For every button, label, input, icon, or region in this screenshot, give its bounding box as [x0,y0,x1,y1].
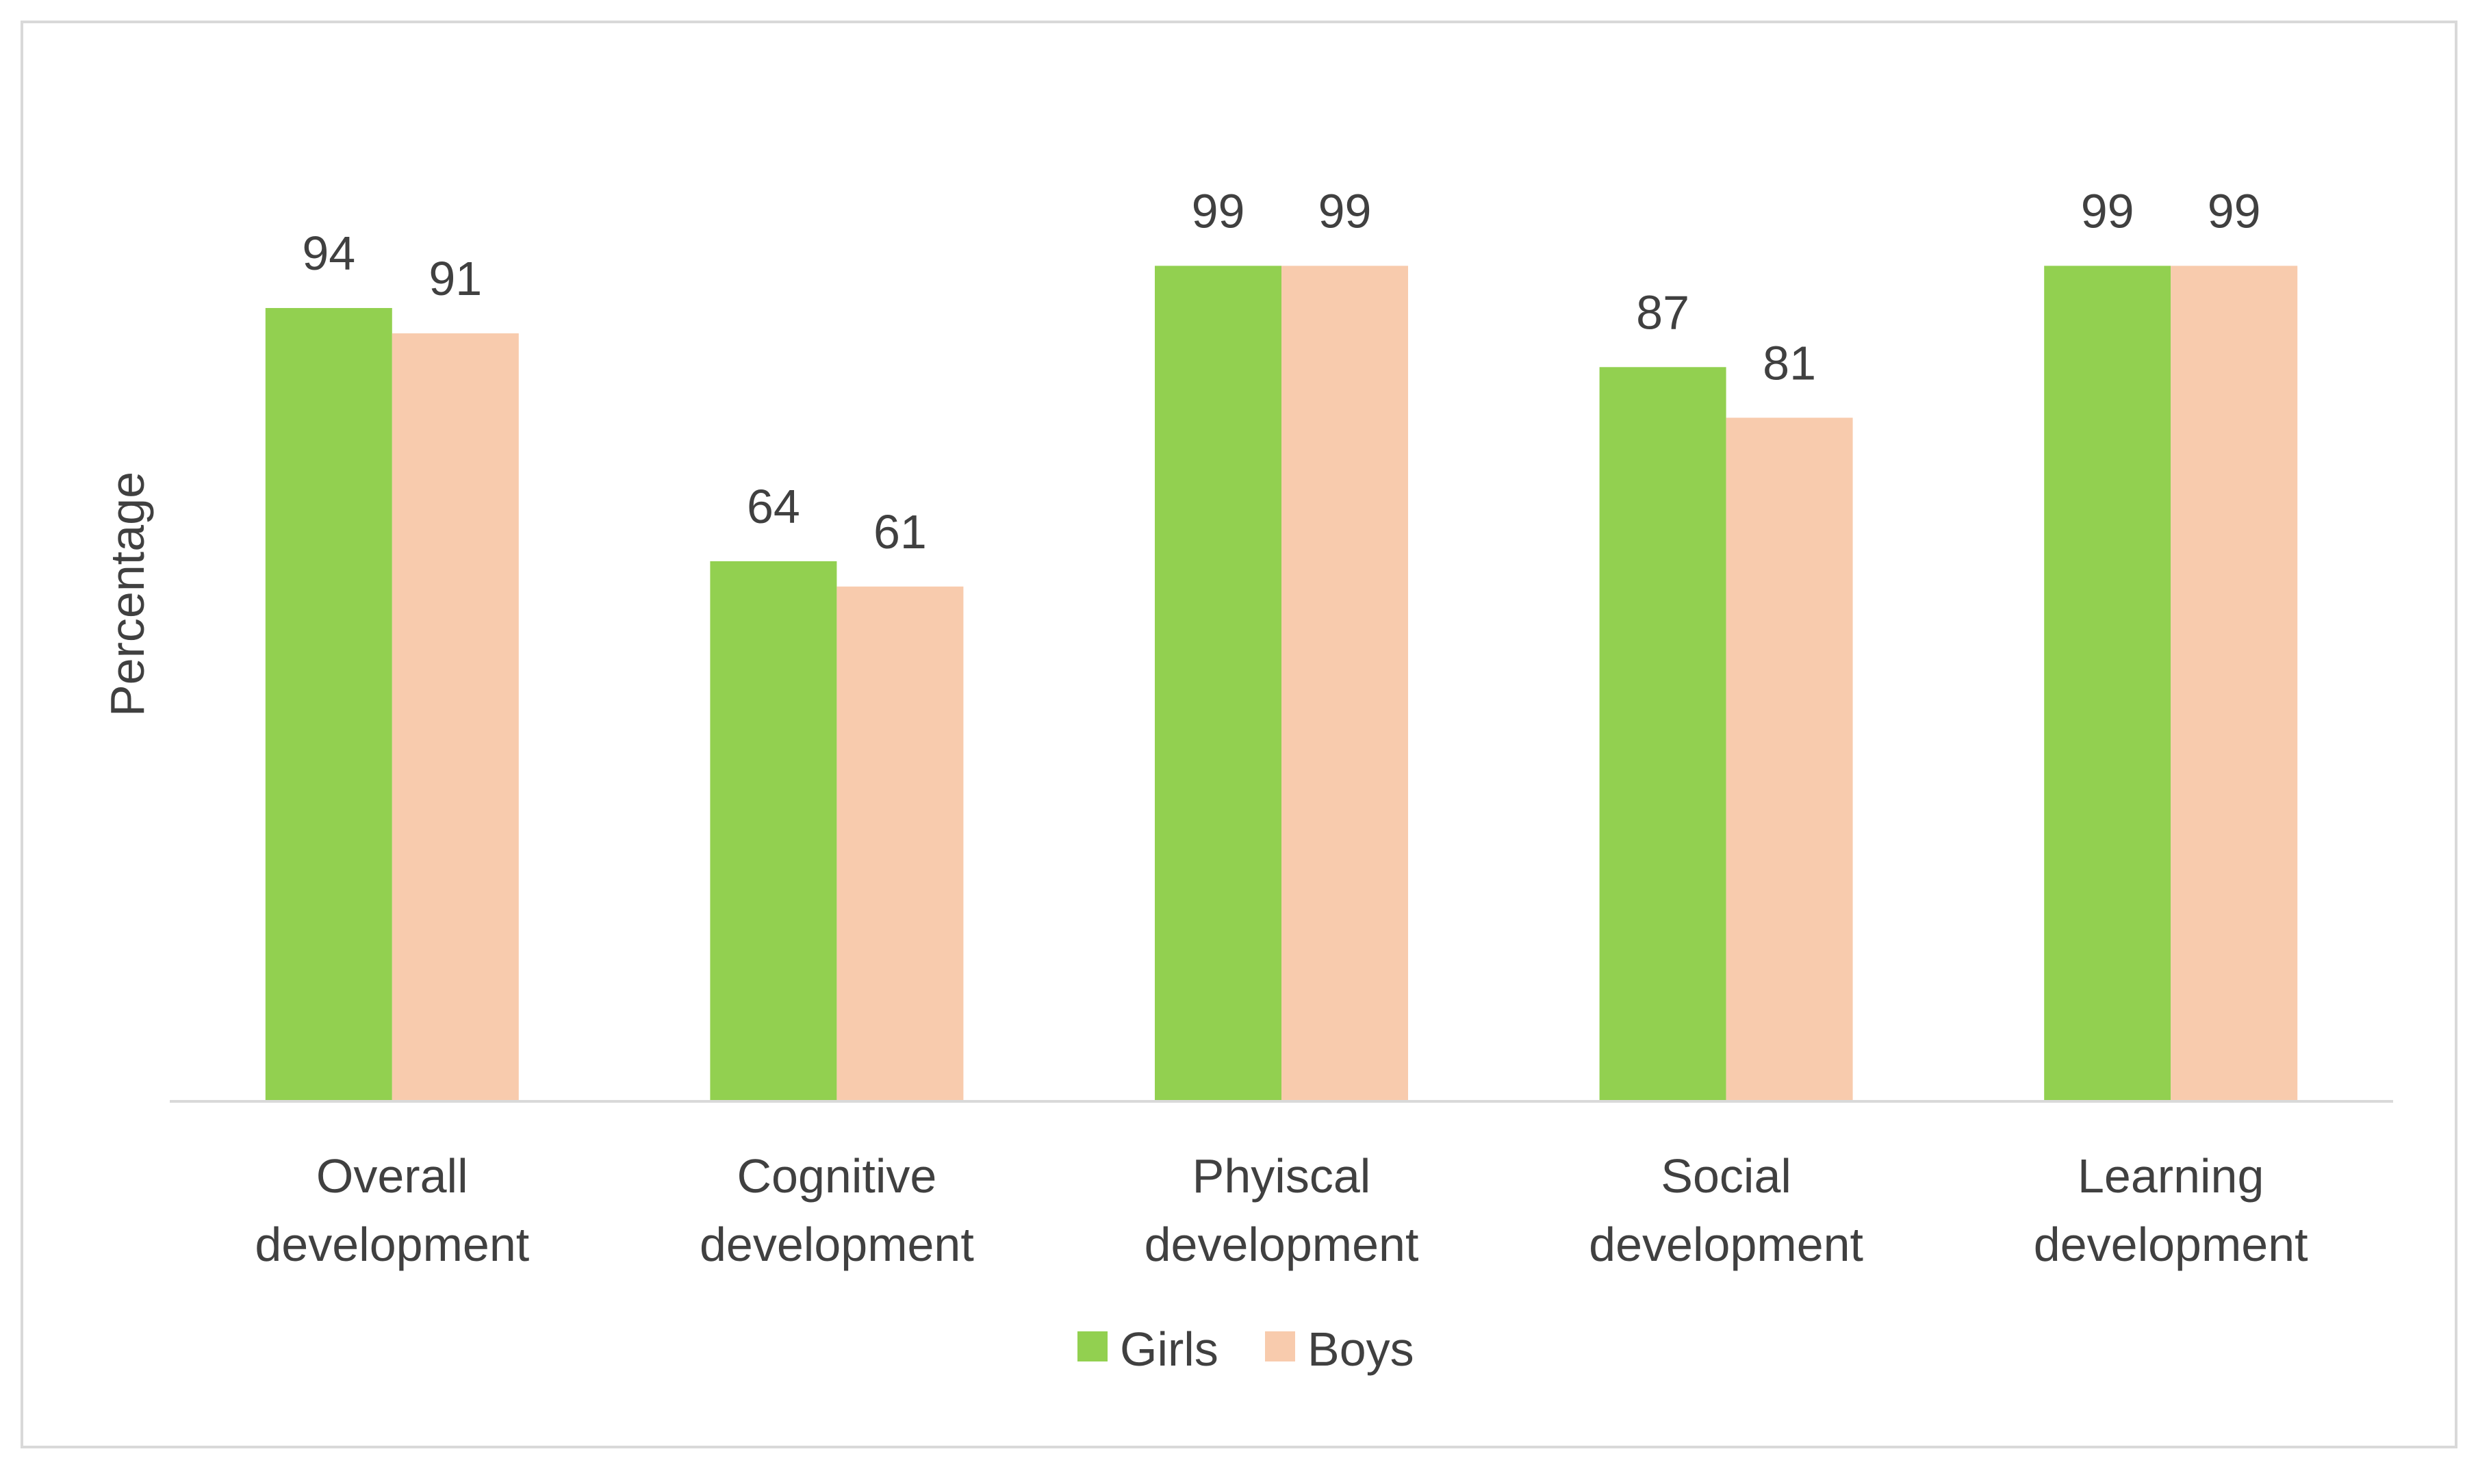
bar-girls-0 [265,307,392,1102]
bar-girls-3 [1599,367,1726,1101]
bar-girls-1 [710,561,837,1101]
bar-boys-4 [2171,266,2298,1102]
legend: Girls Boys [1077,1322,1414,1376]
x-tick-label-line: development [1145,1218,1419,1271]
data-label-boys-1: 61 [873,505,927,559]
x-tick-label-line: Cognitive [737,1149,936,1203]
x-tick-label-line: Learning [2078,1149,2264,1203]
bar-girls-2 [1155,266,1281,1102]
legend-swatch-boys [1265,1331,1295,1361]
x-tick-label-0: Overall development [255,1149,529,1271]
x-tick-label-line: Overall [316,1149,468,1203]
x-tick-label-line: development [2034,1218,2308,1271]
bar-boys-0 [392,333,519,1102]
bar-boys-2 [1281,266,1408,1102]
data-label-girls-4: 99 [2081,184,2134,238]
data-label-boys-0: 91 [429,252,482,305]
x-tick-label-line: Social [1661,1149,1791,1203]
data-label-girls-1: 64 [747,480,800,533]
bar-boys-3 [1726,418,1853,1101]
bar-girls-4 [2044,266,2171,1102]
legend-swatch-girls [1077,1331,1108,1361]
y-axis-title: Percentage [101,472,154,717]
data-label-boys-4: 99 [2208,184,2261,238]
x-tick-label-line: development [255,1218,529,1271]
legend-label-girls: Girls [1120,1322,1218,1376]
x-tick-label-line: Phyiscal [1192,1149,1371,1203]
data-label-girls-3: 87 [1636,285,1689,339]
x-tick-label-3: Social development [1589,1149,1863,1271]
x-tick-label-4: Learning development [2034,1149,2308,1271]
x-tick-label-line: development [700,1218,974,1271]
x-tick-label-line: development [1589,1218,1863,1271]
data-label-boys-3: 81 [1763,336,1816,389]
data-label-boys-2: 99 [1318,184,1372,238]
data-label-girls-0: 94 [302,227,355,280]
x-tick-label-1: Cognitive development [700,1149,974,1271]
data-label-girls-2: 99 [1192,184,1245,238]
legend-label-boys: Boys [1307,1322,1414,1376]
bar-boys-1 [836,586,964,1101]
x-tick-label-2: Phyiscal development [1145,1149,1419,1271]
